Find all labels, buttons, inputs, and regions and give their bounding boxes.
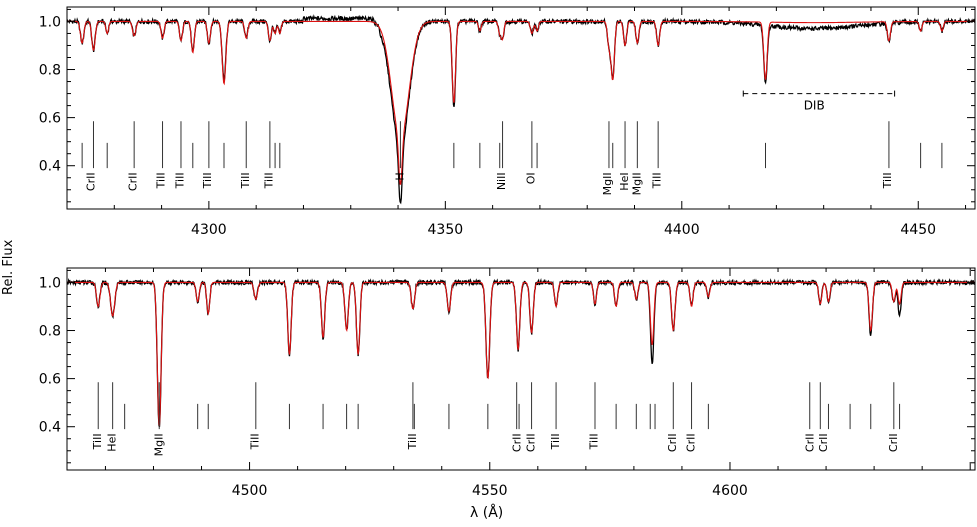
line-id-label: NiII: [495, 172, 508, 190]
line-id-label: TiII: [406, 433, 419, 450]
line-id-label: CrII: [525, 433, 538, 452]
line-id-label: TiII: [248, 433, 261, 450]
line-id-label: H: [394, 172, 407, 180]
line-id-label: CrII: [685, 433, 698, 452]
y-tick-label: 0.4: [39, 420, 61, 436]
y-tick-label: 0.8: [39, 324, 61, 340]
line-id-label: CrII: [817, 433, 830, 452]
line-id-label: CrII: [666, 433, 679, 452]
x-tick-label: 4450: [900, 222, 936, 238]
x-axis-label: λ (Å): [470, 505, 504, 521]
dib-label: DIB: [804, 99, 825, 113]
y-tick-label: 0.4: [39, 159, 61, 175]
line-id-label: MgII: [152, 433, 165, 456]
line-id-label: TiII: [263, 172, 276, 189]
line-id-label: TiII: [201, 172, 214, 189]
plot-frame: [66, 6, 976, 210]
y-axis-label-svg: Rel. Flux: [1, 239, 16, 295]
line-id-label: OI: [525, 172, 538, 184]
line-id-label: CrII: [887, 433, 900, 452]
line-id-label: CrII: [126, 172, 139, 191]
line-id-label: TiII: [239, 172, 252, 189]
line-id-label: MgII: [630, 172, 643, 195]
y-tick-label: 0.8: [39, 63, 61, 79]
x-tick-label: 4550: [472, 483, 508, 499]
y-tick-label: 1.0: [39, 14, 61, 30]
line-id-label: TiII: [91, 433, 104, 450]
plot-frame: [66, 267, 976, 471]
line-id-label: TiII: [588, 433, 601, 450]
x-tick-label: 4300: [191, 222, 227, 238]
y-tick-label: 1.0: [39, 275, 61, 291]
line-id-label: MgII: [601, 172, 614, 195]
x-tick-label: 4400: [664, 222, 700, 238]
line-id-label: CrII: [804, 433, 817, 452]
line-id-label: HeI: [618, 172, 631, 190]
line-id-label: HeI: [106, 433, 119, 451]
panel-top: CrII CrII TiII TiII TiII TiII TiII H NiII OI MgII H…: [39, 6, 976, 238]
model-spectrum: [67, 281, 975, 427]
y-axis-label-container: Rel. Flux: [0, 237, 28, 297]
y-tick-label: 0.6: [39, 111, 61, 127]
model-spectrum: [67, 20, 975, 185]
x-tick-label: 4500: [232, 483, 268, 499]
line-id-label: TiII: [174, 172, 187, 189]
x-tick-label: 4350: [428, 222, 464, 238]
panel-bottom: TiII HeI MgII TiII TiII CrII CrII TiII TiII CrII C…: [39, 267, 976, 499]
line-id-label: CrII: [85, 172, 98, 191]
y-tick-label: 0.6: [39, 372, 61, 388]
line-id-label: TiII: [881, 172, 894, 189]
x-tick-label: 4600: [712, 483, 748, 499]
line-id-label: TiII: [549, 433, 562, 450]
line-id-label: TiII: [155, 172, 168, 189]
line-id-label: CrII: [511, 433, 524, 452]
y-axis-label: Rel. Flux: [1, 239, 16, 295]
line-id-label: TiII: [650, 172, 663, 189]
